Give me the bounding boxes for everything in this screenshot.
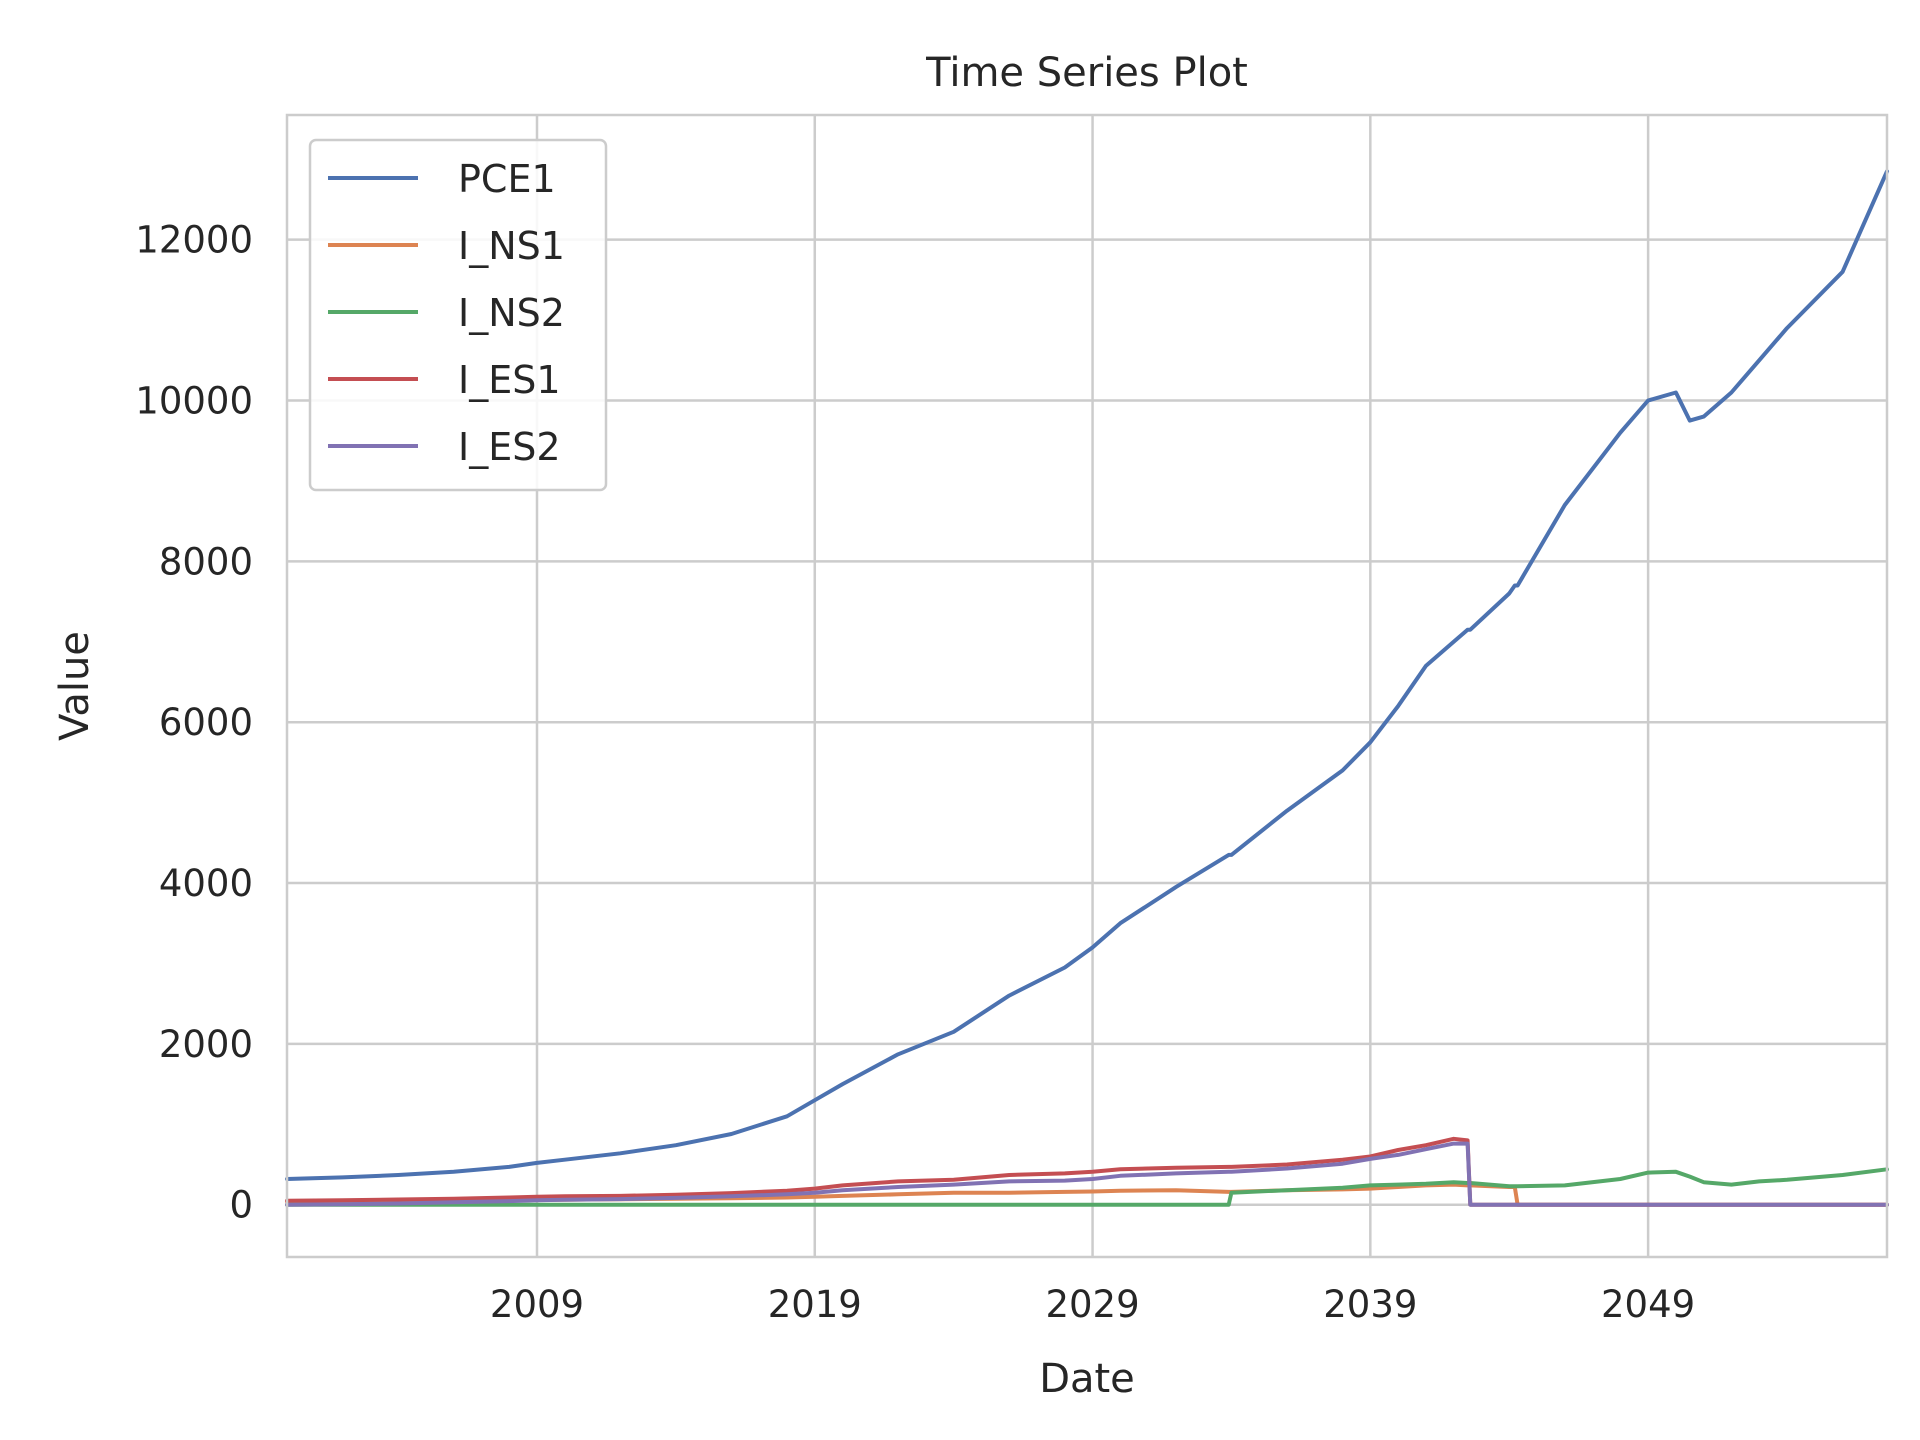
x-tick-label: 2019 xyxy=(768,1283,862,1326)
y-tick-label: 4000 xyxy=(159,862,253,905)
x-tick-label: 2049 xyxy=(1601,1283,1695,1326)
series-line-i-ns2 xyxy=(285,1167,1889,1207)
y-axis-title: Value xyxy=(52,631,98,741)
series-line-pce1 xyxy=(285,169,1889,1181)
y-tick-label: 10000 xyxy=(135,380,253,423)
legend-label: I_ES2 xyxy=(458,425,561,469)
plot-frame xyxy=(285,113,1889,1259)
series-line-i-es2 xyxy=(285,1141,1889,1207)
legend-label: I_NS2 xyxy=(458,291,565,335)
y-tick-label: 6000 xyxy=(159,701,253,744)
x-tick-labels: 2009 2019 2029 2039 2049 xyxy=(490,1283,1695,1326)
legend-label: I_ES1 xyxy=(458,358,561,402)
legend: PCE1 I_NS1 I_NS2 I_ES1 I_ES2 xyxy=(308,138,608,492)
legend-label: PCE1 xyxy=(458,157,556,201)
x-tick-label: 2029 xyxy=(1045,1283,1139,1326)
x-tick-label: 2039 xyxy=(1323,1283,1417,1326)
chart-title: Time Series Plot xyxy=(925,50,1248,96)
y-tick-labels: 0 2000 4000 6000 8000 10000 12000 xyxy=(135,219,253,1227)
y-tick-label: 0 xyxy=(229,1184,253,1227)
y-tick-label: 2000 xyxy=(159,1023,253,1066)
legend-box xyxy=(308,138,608,492)
x-tick-label: 2009 xyxy=(490,1283,584,1326)
y-tick-label: 12000 xyxy=(135,219,253,262)
grid-lines xyxy=(287,115,1887,1257)
legend-label: I_NS1 xyxy=(458,224,565,268)
y-tick-label: 8000 xyxy=(159,540,253,583)
x-axis-title: Date xyxy=(1039,1356,1135,1402)
series-lines xyxy=(285,169,1889,1207)
